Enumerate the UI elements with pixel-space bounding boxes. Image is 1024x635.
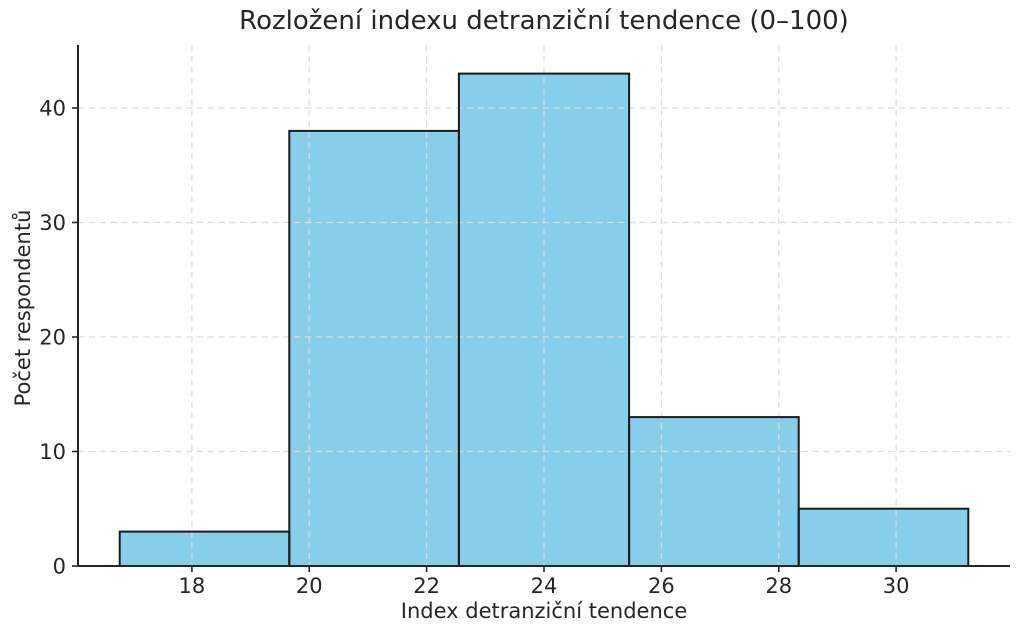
histogram-bar <box>289 130 459 566</box>
x-tick-label: 30 <box>883 574 910 598</box>
x-axis-label: Index detranziční tendence <box>400 599 688 623</box>
x-tick-label: 22 <box>413 574 440 598</box>
x-tick-label: 24 <box>531 574 558 598</box>
y-tick-label: 30 <box>39 211 66 235</box>
histogram-bar <box>798 508 969 566</box>
x-tick-label: 28 <box>765 574 792 598</box>
y-tick-label: 20 <box>39 326 66 350</box>
x-tick-label: 26 <box>648 574 675 598</box>
x-tick-label: 20 <box>296 574 323 598</box>
y-tick-label: 40 <box>39 97 66 121</box>
histogram-bar <box>119 531 290 566</box>
y-tick-label: 10 <box>39 440 66 464</box>
y-tick-label: 0 <box>53 555 66 579</box>
y-axis-label: Počet respondentů <box>11 209 35 407</box>
x-tick-label: 18 <box>179 574 206 598</box>
chart-title: Rozložení indexu detranziční tendence (0… <box>239 6 849 36</box>
histogram-bar <box>629 417 799 566</box>
